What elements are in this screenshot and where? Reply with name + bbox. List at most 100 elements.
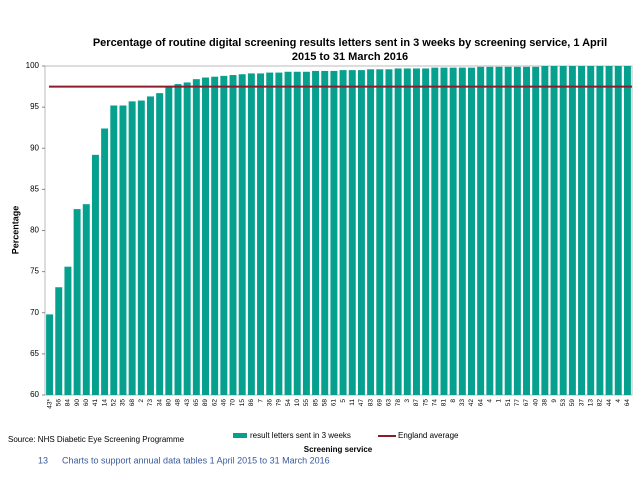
bar [156, 93, 164, 395]
bar [541, 66, 549, 395]
y-tick-label: 80 [30, 226, 39, 235]
bar [64, 266, 72, 395]
bar [229, 75, 237, 396]
x-tick-label: 54 [285, 399, 292, 407]
x-tick-label: 37 [578, 399, 585, 407]
x-tick-label: 90 [74, 399, 81, 407]
x-tick-label: 1 [496, 399, 503, 403]
bar [578, 66, 586, 395]
bar [559, 66, 567, 395]
bar [376, 69, 384, 395]
x-tick-label: 40 [532, 399, 539, 407]
bar [449, 67, 457, 396]
bar [238, 74, 246, 395]
bar [348, 70, 356, 396]
bar [202, 77, 209, 395]
bar [596, 66, 604, 395]
x-tick-label: 64 [624, 399, 631, 407]
bar [275, 72, 283, 395]
x-tick-label: 15 [239, 399, 246, 407]
bar [284, 71, 292, 395]
x-tick-label: 43* [46, 399, 53, 409]
y-tick-label: 90 [30, 143, 39, 152]
x-tick-label: 11 [349, 399, 356, 406]
bar [458, 67, 466, 396]
x-tick-label: 51 [505, 399, 512, 407]
x-tick-label: 13 [587, 399, 594, 407]
x-tick-label: 86 [248, 399, 255, 407]
x-tick-label: 44 [606, 399, 613, 407]
bar [55, 287, 63, 395]
bar [403, 68, 411, 395]
x-tick-label: 56 [55, 399, 62, 407]
x-tick-label: 62 [211, 399, 218, 407]
x-tick-label: 38 [542, 399, 549, 407]
bar [137, 100, 145, 396]
bar [623, 66, 631, 395]
bar [312, 70, 320, 395]
bar [257, 73, 265, 395]
bar [605, 66, 613, 395]
bar [211, 76, 219, 395]
bar [73, 209, 81, 395]
x-tick-label: 70 [230, 399, 237, 407]
x-tick-label: 55 [303, 399, 310, 407]
legend-label: result letters sent in 3 weeks [250, 431, 351, 440]
bar [513, 66, 521, 395]
footer-text: Charts to support annual data tables 1 A… [62, 455, 330, 465]
bar [357, 70, 365, 396]
bar [174, 84, 182, 395]
x-tick-label: 77 [514, 399, 521, 407]
x-tick-label: 59 [569, 399, 576, 407]
bar [568, 66, 576, 395]
bar [614, 66, 622, 395]
y-axis-title: Percentage [10, 206, 20, 255]
bar [321, 70, 329, 395]
x-axis-title: Screening service [304, 445, 373, 454]
bar [495, 66, 503, 395]
x-tick-label: 67 [523, 399, 530, 407]
x-tick-label: 75 [422, 399, 429, 407]
x-tick-label: 4 [615, 399, 622, 403]
bar [385, 69, 393, 395]
bar [247, 73, 255, 395]
x-tick-label: 82 [597, 399, 604, 407]
y-tick-label: 100 [26, 61, 40, 70]
x-tick-label: 84 [65, 399, 72, 407]
page-number: 13 [38, 455, 48, 465]
x-tick-label: 43 [184, 399, 191, 407]
x-tick-label: 41 [92, 399, 99, 407]
x-tick-label: 83 [367, 399, 374, 407]
x-tick-label: 5 [340, 399, 347, 403]
bar [523, 66, 531, 395]
bar [146, 96, 154, 396]
bar [220, 75, 228, 396]
bar [165, 86, 173, 395]
x-tick-label: 87 [413, 399, 420, 407]
x-tick-label: 48 [175, 399, 182, 407]
x-tick-label: 2 [138, 399, 145, 403]
y-tick-label: 65 [30, 349, 39, 358]
y-tick-label: 95 [30, 102, 39, 111]
bar [440, 67, 448, 396]
x-tick-label: 80 [166, 399, 173, 407]
bar [91, 154, 99, 395]
bar [101, 128, 109, 395]
bar [293, 71, 301, 395]
x-tick-label: 7 [257, 399, 264, 403]
x-tick-label: 53 [560, 399, 567, 407]
y-tick-label: 75 [30, 267, 39, 276]
x-tick-label: 47 [358, 399, 365, 407]
bar [431, 67, 439, 396]
bar [46, 314, 54, 395]
legend-swatch [233, 433, 247, 438]
x-tick-label: 46 [221, 399, 228, 407]
bar [183, 82, 191, 395]
bar [128, 101, 136, 396]
bar [119, 105, 127, 395]
y-tick-label: 85 [30, 184, 39, 193]
bar [110, 105, 118, 395]
y-tick-label: 70 [30, 308, 39, 317]
x-tick-label: 34 [156, 399, 163, 407]
